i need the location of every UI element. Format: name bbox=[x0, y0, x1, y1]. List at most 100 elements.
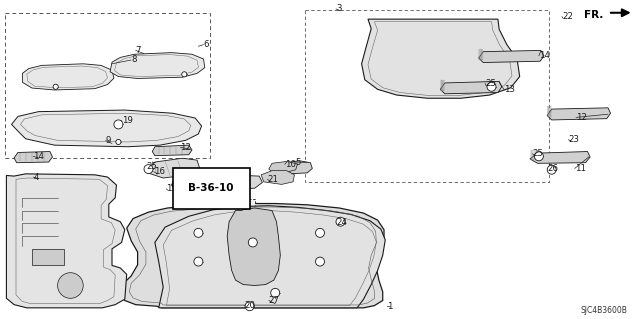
Polygon shape bbox=[261, 171, 294, 184]
Polygon shape bbox=[14, 152, 52, 163]
Text: 5: 5 bbox=[296, 158, 301, 167]
Polygon shape bbox=[146, 158, 200, 178]
Text: 22: 22 bbox=[562, 12, 573, 21]
Text: 1: 1 bbox=[387, 302, 393, 311]
Text: 16: 16 bbox=[154, 167, 164, 176]
Text: 20: 20 bbox=[244, 301, 255, 310]
Circle shape bbox=[186, 184, 195, 193]
Polygon shape bbox=[32, 249, 64, 265]
Text: 25: 25 bbox=[485, 79, 496, 88]
Bar bbox=[5, 13, 210, 158]
Bar bbox=[166, 230, 191, 245]
Ellipse shape bbox=[390, 29, 404, 40]
Polygon shape bbox=[12, 110, 202, 147]
Ellipse shape bbox=[319, 262, 333, 273]
Text: 13: 13 bbox=[504, 85, 515, 94]
Circle shape bbox=[213, 177, 222, 186]
Text: 14: 14 bbox=[539, 51, 550, 60]
FancyBboxPatch shape bbox=[236, 199, 255, 207]
Bar bbox=[328, 230, 352, 245]
Text: B-36-10: B-36-10 bbox=[188, 183, 234, 193]
Ellipse shape bbox=[421, 27, 437, 40]
Text: 26: 26 bbox=[547, 164, 558, 173]
Bar bbox=[328, 260, 352, 275]
Text: 14: 14 bbox=[33, 152, 44, 161]
Text: 8: 8 bbox=[131, 56, 137, 64]
Ellipse shape bbox=[393, 57, 407, 68]
Ellipse shape bbox=[481, 32, 494, 42]
Text: 19: 19 bbox=[122, 116, 132, 125]
Text: 7: 7 bbox=[136, 46, 141, 55]
Circle shape bbox=[182, 72, 187, 77]
Polygon shape bbox=[110, 53, 205, 78]
Text: 15: 15 bbox=[166, 184, 177, 193]
Text: 26: 26 bbox=[189, 183, 200, 192]
Ellipse shape bbox=[325, 233, 341, 245]
Ellipse shape bbox=[328, 235, 337, 242]
Ellipse shape bbox=[288, 265, 304, 277]
Text: 12: 12 bbox=[180, 143, 191, 152]
Circle shape bbox=[198, 188, 205, 195]
Circle shape bbox=[116, 139, 121, 145]
Circle shape bbox=[237, 203, 244, 211]
Circle shape bbox=[336, 217, 345, 226]
Text: 3: 3 bbox=[336, 4, 342, 13]
Polygon shape bbox=[269, 161, 298, 172]
Ellipse shape bbox=[452, 57, 467, 68]
Circle shape bbox=[534, 152, 543, 161]
Ellipse shape bbox=[256, 266, 266, 273]
Circle shape bbox=[316, 228, 324, 237]
Polygon shape bbox=[22, 64, 114, 90]
Circle shape bbox=[194, 228, 203, 237]
Polygon shape bbox=[155, 206, 385, 308]
Polygon shape bbox=[530, 152, 590, 163]
Ellipse shape bbox=[421, 56, 437, 68]
Circle shape bbox=[316, 257, 324, 266]
Polygon shape bbox=[6, 174, 127, 308]
Circle shape bbox=[487, 82, 496, 91]
Circle shape bbox=[53, 84, 58, 89]
Ellipse shape bbox=[291, 268, 300, 274]
Polygon shape bbox=[152, 145, 192, 156]
Circle shape bbox=[114, 120, 123, 129]
Circle shape bbox=[547, 165, 556, 174]
Text: 25: 25 bbox=[146, 162, 157, 171]
Text: 2: 2 bbox=[242, 196, 248, 205]
Polygon shape bbox=[440, 81, 502, 94]
Ellipse shape bbox=[246, 233, 256, 240]
Polygon shape bbox=[120, 204, 384, 308]
Polygon shape bbox=[172, 175, 262, 191]
Text: 6: 6 bbox=[204, 40, 209, 49]
Ellipse shape bbox=[323, 264, 330, 271]
Text: 17: 17 bbox=[200, 186, 211, 195]
Ellipse shape bbox=[242, 230, 260, 243]
Text: 12: 12 bbox=[576, 113, 587, 122]
Ellipse shape bbox=[214, 263, 231, 275]
Text: 24: 24 bbox=[336, 218, 347, 227]
Ellipse shape bbox=[211, 235, 221, 242]
Polygon shape bbox=[547, 108, 611, 120]
Ellipse shape bbox=[278, 230, 296, 242]
Polygon shape bbox=[479, 50, 544, 63]
Text: 25: 25 bbox=[532, 149, 543, 158]
Text: 10: 10 bbox=[285, 160, 296, 169]
Circle shape bbox=[245, 302, 254, 311]
Text: 20: 20 bbox=[227, 178, 238, 187]
Bar bbox=[305, 10, 549, 182]
Bar bbox=[166, 260, 191, 275]
Ellipse shape bbox=[207, 232, 226, 246]
Polygon shape bbox=[282, 161, 312, 174]
Circle shape bbox=[144, 165, 153, 174]
Ellipse shape bbox=[282, 233, 292, 240]
Text: FR.: FR. bbox=[584, 10, 604, 20]
Ellipse shape bbox=[252, 263, 270, 276]
Ellipse shape bbox=[218, 265, 227, 272]
Text: 27: 27 bbox=[269, 296, 280, 305]
Text: 4: 4 bbox=[33, 173, 39, 182]
Circle shape bbox=[271, 288, 280, 297]
Circle shape bbox=[194, 257, 203, 266]
Circle shape bbox=[248, 238, 257, 247]
Text: 9: 9 bbox=[106, 136, 111, 145]
Text: SJC4B3600B: SJC4B3600B bbox=[580, 306, 627, 315]
Polygon shape bbox=[227, 208, 280, 286]
